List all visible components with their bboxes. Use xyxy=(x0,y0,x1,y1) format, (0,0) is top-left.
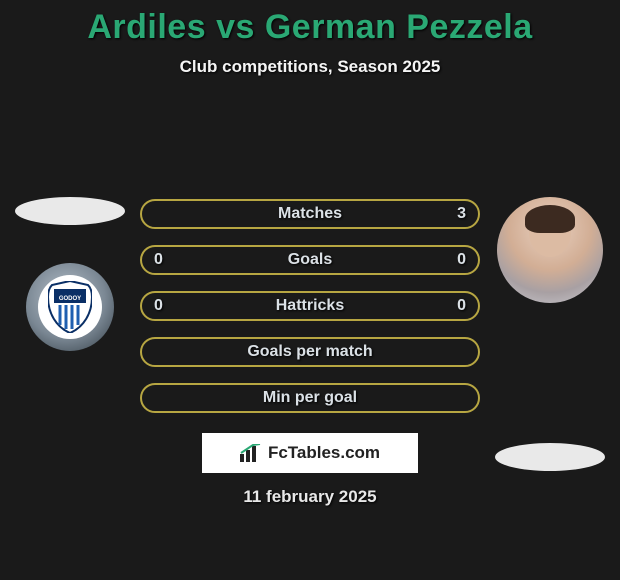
right-player-photo xyxy=(497,197,603,303)
club-badge-inner: GODOY xyxy=(38,275,102,339)
stat-label: Goals xyxy=(288,251,332,269)
date-label: 11 february 2025 xyxy=(0,487,620,507)
stat-right-value: 3 xyxy=(457,205,466,223)
stat-right-value: 0 xyxy=(457,297,466,315)
stat-label: Matches xyxy=(278,205,342,223)
page-title: Ardiles vs German Pezzela xyxy=(0,0,620,47)
stat-left-value: 0 xyxy=(154,297,163,315)
stat-label: Goals per match xyxy=(247,343,372,361)
bars-icon xyxy=(240,444,262,462)
stats-table: Matches 3 0 Goals 0 0 Hattricks 0 Goals … xyxy=(140,199,480,429)
brand-logo[interactable]: FcTables.com xyxy=(202,433,418,473)
stat-row-matches: Matches 3 xyxy=(140,199,480,229)
left-player-column: GODOY xyxy=(10,197,130,351)
brand-label: FcTables.com xyxy=(268,443,380,463)
right-player-column xyxy=(490,197,610,471)
stat-left-value: 0 xyxy=(154,251,163,269)
stat-label: Min per goal xyxy=(263,389,357,407)
right-club-badge-placeholder xyxy=(495,443,605,471)
stat-row-min-per-goal: Min per goal xyxy=(140,383,480,413)
shield-icon: GODOY xyxy=(48,281,92,333)
stat-row-hattricks: 0 Hattricks 0 xyxy=(140,291,480,321)
stat-row-goals: 0 Goals 0 xyxy=(140,245,480,275)
svg-text:GODOY: GODOY xyxy=(59,296,81,302)
stat-row-goals-per-match: Goals per match xyxy=(140,337,480,367)
left-player-photo-placeholder xyxy=(15,197,125,225)
stat-right-value: 0 xyxy=(457,251,466,269)
stat-label: Hattricks xyxy=(276,297,344,315)
subtitle: Club competitions, Season 2025 xyxy=(0,57,620,77)
left-club-badge: GODOY xyxy=(26,263,114,351)
